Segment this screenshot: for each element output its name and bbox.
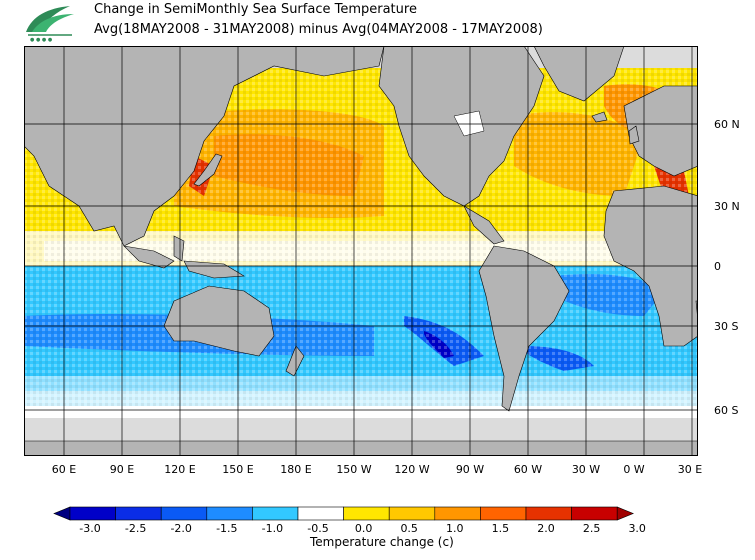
lon-label: 120 E xyxy=(164,463,196,476)
colorbar-tick-label: -1.5 xyxy=(216,522,238,535)
colorbar-tick-label: 0.5 xyxy=(400,522,418,535)
colorbar-segment xyxy=(434,506,481,521)
lon-label: 150 W xyxy=(336,463,372,476)
colorbar-tick-label: 1.5 xyxy=(491,522,510,535)
colorbar-segment xyxy=(480,506,527,521)
colorbar-segment xyxy=(525,506,572,521)
colorbar-tick-label: 2.0 xyxy=(537,522,555,535)
colorbar xyxy=(53,506,634,521)
colorbar-segment xyxy=(388,506,436,521)
lon-label: 60 W xyxy=(513,463,543,476)
sst-change-map xyxy=(24,46,698,456)
colorbar-arrow-low xyxy=(53,506,71,521)
lat-label-60n: 60 N xyxy=(714,118,740,131)
colorbar-tick-label: -0.5 xyxy=(307,522,329,535)
colorbar-tick-label: -3.0 xyxy=(79,522,101,535)
agency-logo-icon: ● ● ● ● xyxy=(26,6,74,42)
colorbar-arrow-high xyxy=(616,506,634,521)
lat-label-eq: 0 xyxy=(714,260,721,273)
colorbar-segment xyxy=(160,506,208,521)
lat-label-30n: 30 N xyxy=(714,200,740,213)
svg-text:● ● ● ●: ● ● ● ● xyxy=(30,37,53,42)
colorbar-segment xyxy=(343,506,390,521)
colorbar-tick-label: 0.0 xyxy=(354,522,373,535)
asia-landmass xyxy=(24,46,385,247)
colorbar-segment xyxy=(115,506,162,521)
lon-label: 30 E xyxy=(677,463,703,476)
colorbar-tick-label: 1.0 xyxy=(446,522,464,535)
colorbar-segment xyxy=(206,506,253,521)
lon-label: 150 E xyxy=(222,463,254,476)
lon-label: 120 W xyxy=(394,463,430,476)
lon-label: 90 E xyxy=(109,463,135,476)
colorbar-title: Temperature change (c) xyxy=(310,535,454,549)
colorbar-tick-label: -2.5 xyxy=(124,522,147,535)
lat-label-60s: 60 S xyxy=(714,404,739,417)
colorbar-segment xyxy=(297,506,344,521)
colorbar-tick-label: -2.0 xyxy=(170,522,192,535)
lon-label: 0 W xyxy=(623,463,645,476)
lon-label: 90 W xyxy=(455,463,485,476)
lon-label: 180 E xyxy=(280,463,312,476)
south-america-landmass xyxy=(478,245,570,412)
colorbar-segment xyxy=(571,506,618,521)
colorbar-tick-label: 3.0 xyxy=(628,522,646,535)
colorbar-tick-label: 2.5 xyxy=(582,522,601,535)
lon-label: 60 E xyxy=(51,463,77,476)
graticule xyxy=(24,46,698,456)
chart-title: Change in SemiMonthly Sea Surface Temper… xyxy=(94,2,417,17)
colorbar-segment xyxy=(252,506,299,521)
lon-label: 30 W xyxy=(571,463,601,476)
land-masses xyxy=(24,46,698,456)
map-border xyxy=(24,46,698,456)
chart-subtitle: Avg(18MAY2008 - 31MAY2008) minus Avg(04M… xyxy=(94,22,543,37)
colorbar-segment xyxy=(69,506,116,521)
greenland-landmass xyxy=(533,46,625,102)
antarctica-landmass xyxy=(24,440,698,456)
lat-label-30s: 30 S xyxy=(714,320,739,333)
colorbar-tick-label: -1.0 xyxy=(261,522,284,535)
